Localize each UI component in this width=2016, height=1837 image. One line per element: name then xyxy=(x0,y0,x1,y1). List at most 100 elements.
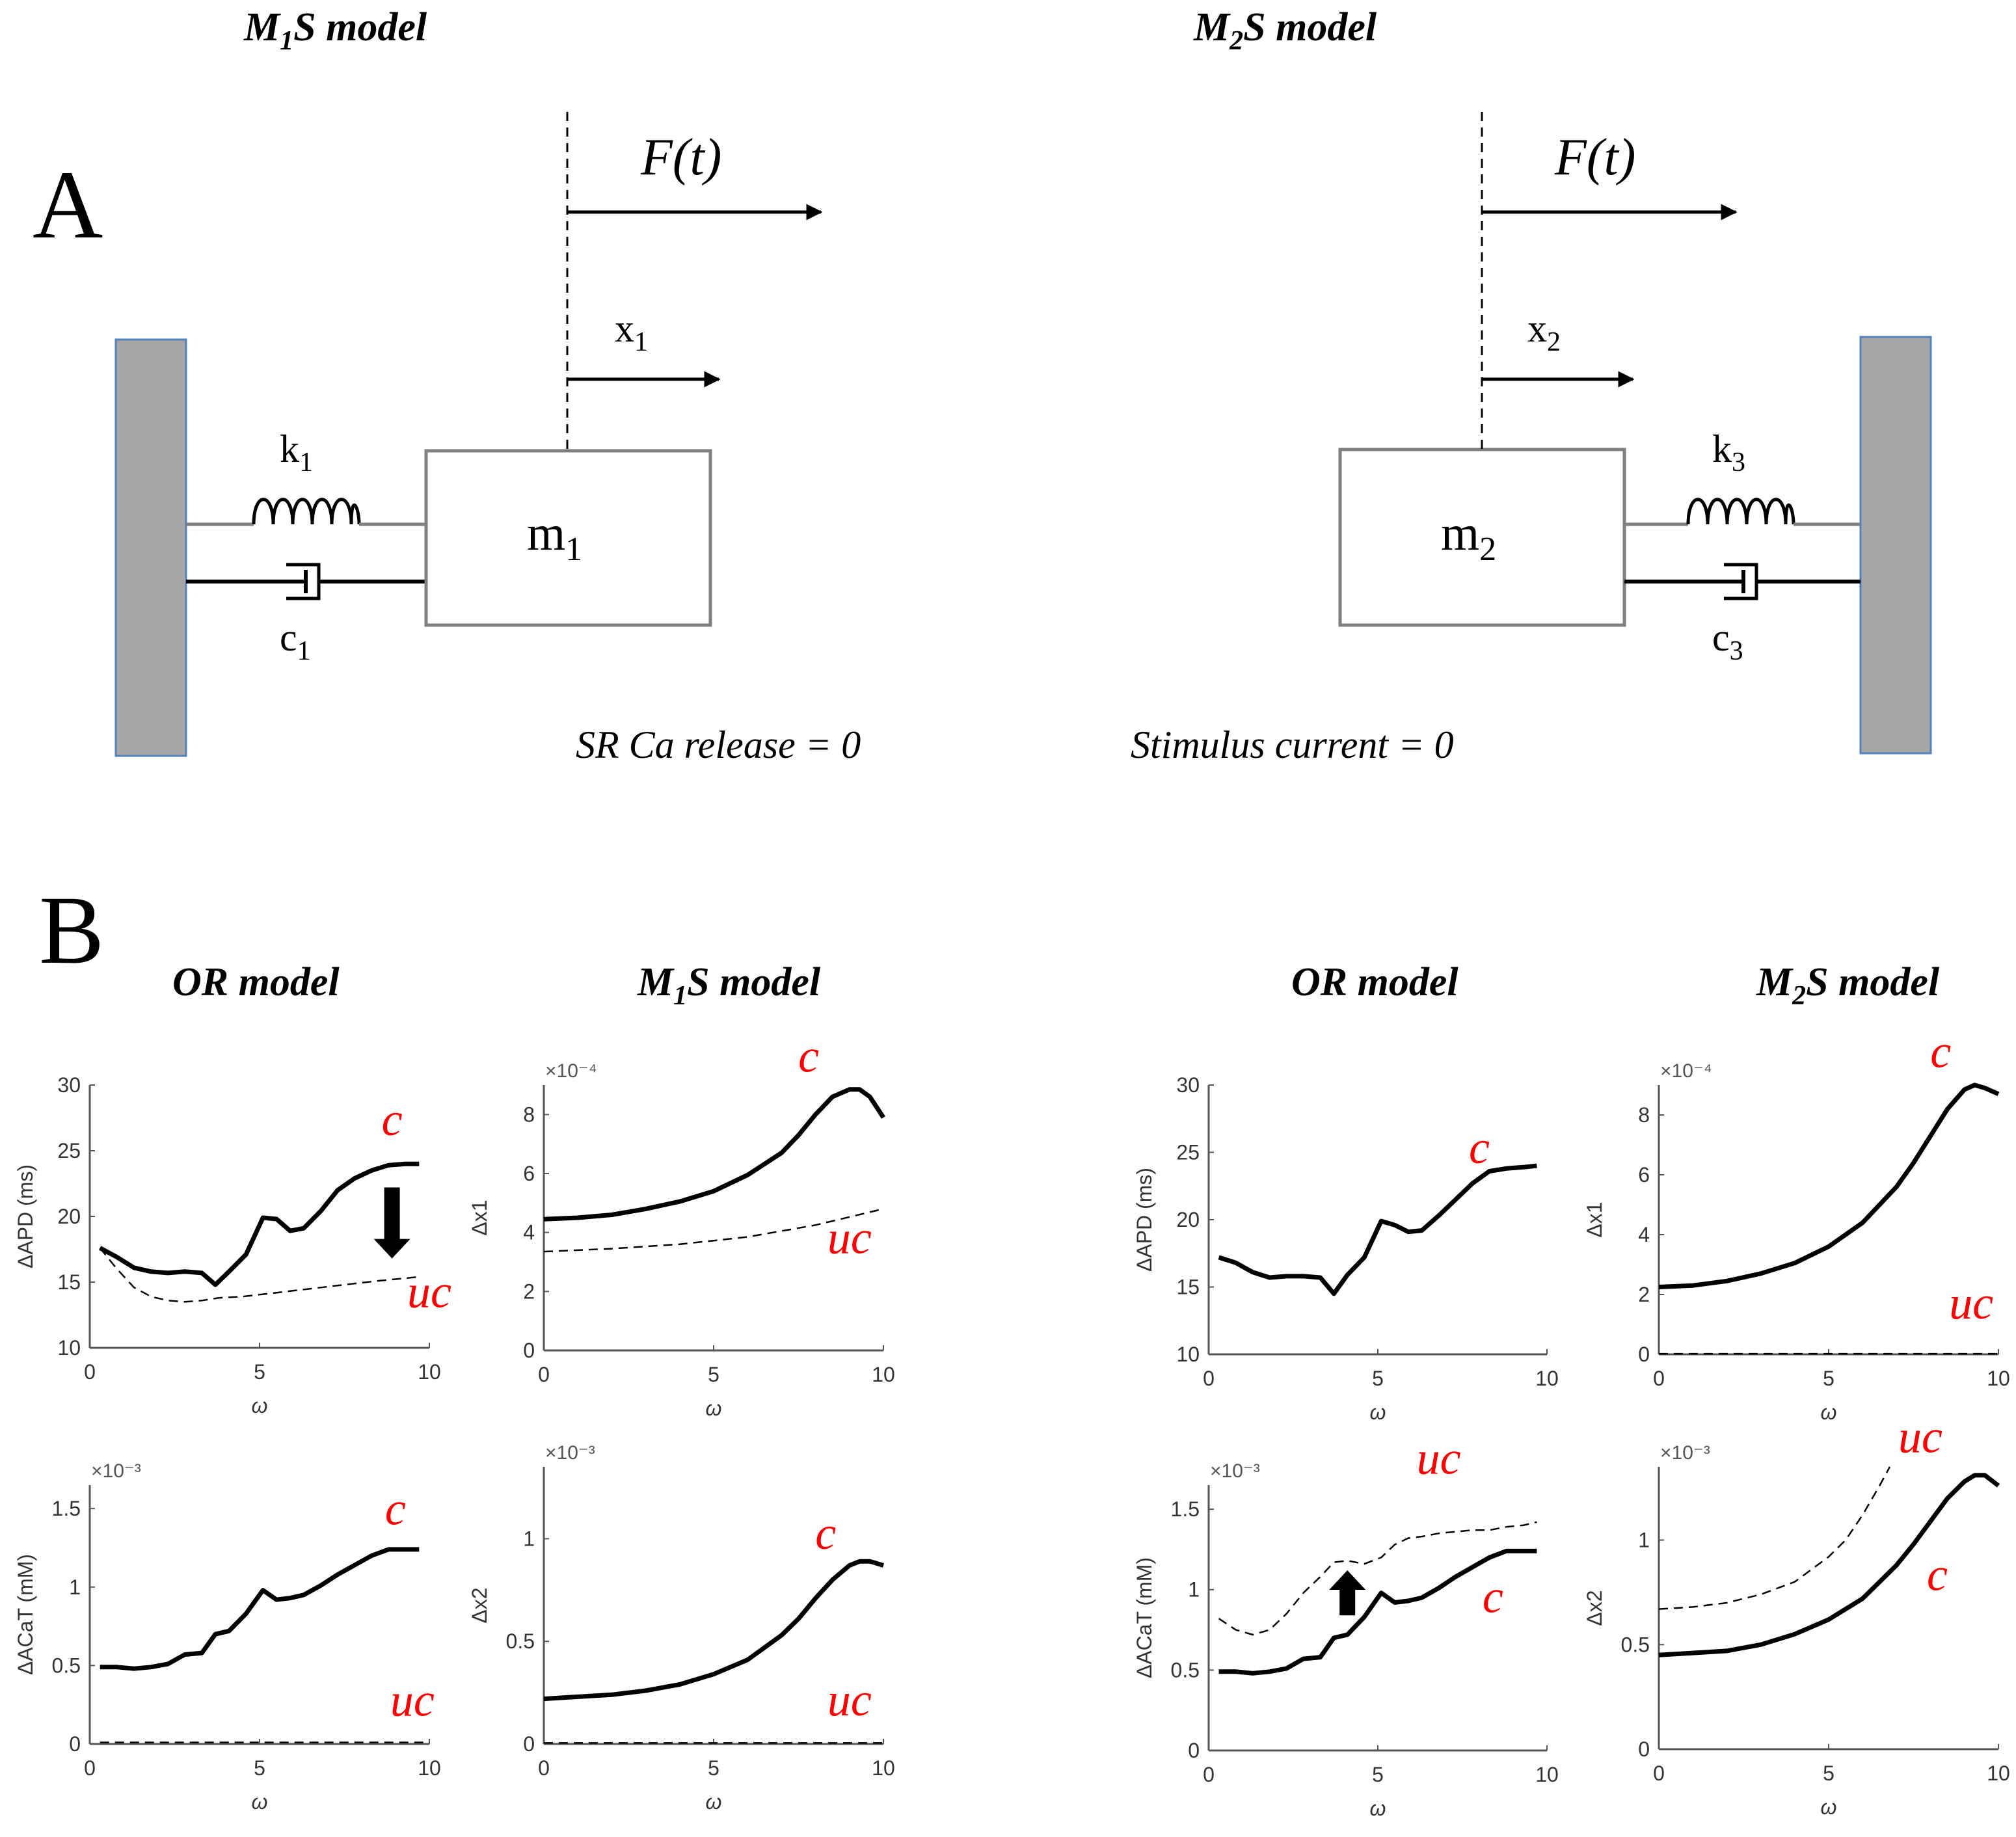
left-spring-coil xyxy=(252,498,361,525)
right-spring-label: k3 xyxy=(1712,427,1745,477)
y-tick-label: 1.5 xyxy=(52,1497,81,1520)
axis-exponent: ×10⁻³ xyxy=(545,1442,595,1464)
series-label-uc: uc xyxy=(1949,1277,1993,1329)
x-tick-label: 10 xyxy=(872,1363,895,1386)
series-label-c: c xyxy=(1930,1025,1951,1077)
right-schematic-title: M2S model xyxy=(1193,5,1377,56)
y-axis-label: ΔACaT (mM) xyxy=(14,1554,37,1675)
change-arrow-down xyxy=(373,1187,410,1259)
left-mass-label: m1 xyxy=(527,506,582,568)
axis-exponent: ×10⁻³ xyxy=(91,1460,141,1482)
series-label-c: c xyxy=(798,1030,819,1082)
x-tick-label: 5 xyxy=(254,1756,265,1780)
y-axis-label: Δx2 xyxy=(1583,1590,1606,1626)
y-tick-label: 15 xyxy=(1176,1276,1200,1299)
series-uc-line xyxy=(1218,1521,1537,1636)
series-c-line xyxy=(1218,1163,1537,1296)
left-wall xyxy=(114,338,187,757)
right-force-label: F(t) xyxy=(1554,129,1635,186)
chart-4: 0 2 4 6 8 0 5 10 ω Δx1 ×10⁻⁴ c uc xyxy=(1583,1025,2010,1424)
y-axis-label: ΔAPD (ms) xyxy=(1133,1168,1156,1272)
left-displacement-label: x1 xyxy=(615,307,648,357)
y-tick-label: 25 xyxy=(1176,1141,1200,1164)
y-axis-label: ΔACaT (mM) xyxy=(1133,1557,1156,1678)
right-wall xyxy=(1859,336,1932,755)
x-tick-label: 5 xyxy=(254,1360,265,1384)
left-schematic-title: M1S model xyxy=(243,5,427,56)
series-c-line xyxy=(99,1161,420,1287)
axis-exponent: ×10⁻⁴ xyxy=(1660,1060,1712,1082)
x-axis-label: ω xyxy=(706,1790,722,1814)
panel-b: B OR model M1S model OR model M2S model … xyxy=(14,876,2010,1820)
x-tick-label: 0 xyxy=(538,1363,550,1386)
y-tick-label: 0.5 xyxy=(52,1654,81,1677)
x-tick-label: 10 xyxy=(1535,1367,1559,1390)
series-c-line xyxy=(1658,1473,2000,1657)
change-arrow-up xyxy=(1329,1570,1366,1616)
x-axis-label: ω xyxy=(252,1394,268,1417)
series-label-uc: uc xyxy=(827,1674,872,1726)
y-tick-label: 1 xyxy=(523,1527,535,1550)
y-tick-label: 0 xyxy=(1638,1343,1650,1366)
y-tick-label: 6 xyxy=(1638,1163,1650,1187)
x-tick-label: 0 xyxy=(1203,1763,1215,1786)
y-tick-label: 30 xyxy=(1176,1073,1200,1097)
y-tick-label: 2 xyxy=(523,1280,535,1303)
y-tick-label: 4 xyxy=(523,1221,535,1244)
y-tick-label: 1 xyxy=(1638,1529,1650,1552)
x-tick-label: 0 xyxy=(538,1756,550,1780)
series-uc-line xyxy=(99,1247,420,1303)
y-tick-label: 0 xyxy=(523,1339,535,1362)
x-tick-label: 10 xyxy=(418,1756,441,1780)
y-tick-label: 1 xyxy=(69,1576,81,1599)
right-mass-box xyxy=(1338,448,1626,627)
series-label-uc: uc xyxy=(827,1211,872,1263)
y-tick-label: 0.5 xyxy=(1621,1633,1650,1656)
y-tick-label: 4 xyxy=(1638,1223,1650,1246)
series-label-uc: uc xyxy=(407,1265,451,1317)
x-tick-label: 0 xyxy=(84,1360,96,1384)
series-c-line xyxy=(1218,1548,1537,1676)
series-label-uc: uc xyxy=(390,1674,435,1726)
series-label-c: c xyxy=(1927,1549,1948,1601)
y-axis-label: Δx2 xyxy=(468,1587,491,1623)
y-tick-label: 0 xyxy=(1188,1739,1200,1762)
panel-b-letter: B xyxy=(39,876,104,984)
chart-5: 0 0.5 1 1.5 0 5 10 ω ΔACaT (mM) ×10⁻³ c uc xyxy=(14,1460,441,1814)
x-tick-label: 0 xyxy=(1653,1762,1665,1785)
right-damper-label: c3 xyxy=(1712,616,1743,666)
series-label-c: c xyxy=(1469,1121,1490,1173)
series-label-uc: uc xyxy=(1417,1432,1461,1484)
series-label-c: c xyxy=(815,1507,836,1559)
y-tick-label: 0 xyxy=(69,1732,81,1756)
x-tick-label: 10 xyxy=(1987,1762,2010,1785)
x-axis-label: ω xyxy=(1370,1401,1386,1424)
y-tick-label: 6 xyxy=(523,1162,535,1185)
x-tick-label: 10 xyxy=(1987,1367,2010,1390)
series-c-line xyxy=(543,1087,885,1222)
x-tick-label: 0 xyxy=(84,1756,96,1780)
x-tick-label: 5 xyxy=(1823,1367,1835,1390)
series-label-c: c xyxy=(382,1093,403,1146)
right-displacement-label: x2 xyxy=(1527,307,1561,357)
left-note: SR Ca release = 0 xyxy=(576,723,861,766)
x-tick-label: 5 xyxy=(1823,1762,1835,1785)
chart-7: 0 0.5 1 1.5 0 5 10 ω ΔACaT (mM) ×10⁻³ uc c xyxy=(1133,1432,1559,1820)
right-mass-label: m2 xyxy=(1441,506,1496,568)
left-spring-label: k1 xyxy=(280,427,313,477)
y-tick-label: 0.5 xyxy=(506,1629,535,1653)
x-axis-label: ω xyxy=(706,1397,722,1420)
x-tick-label: 10 xyxy=(1535,1763,1559,1786)
series-c-line xyxy=(1658,1082,2000,1289)
y-tick-label: 1 xyxy=(1188,1578,1200,1602)
x-tick-label: 10 xyxy=(872,1756,895,1780)
x-tick-label: 10 xyxy=(418,1360,441,1384)
series-label-c: c xyxy=(1483,1570,1503,1622)
x-axis-label: ω xyxy=(1821,1401,1837,1424)
x-tick-label: 0 xyxy=(1203,1367,1215,1390)
x-axis-label: ω xyxy=(1370,1797,1386,1820)
x-tick-label: 5 xyxy=(1372,1367,1384,1390)
axis-exponent: ×10⁻⁴ xyxy=(545,1060,597,1082)
